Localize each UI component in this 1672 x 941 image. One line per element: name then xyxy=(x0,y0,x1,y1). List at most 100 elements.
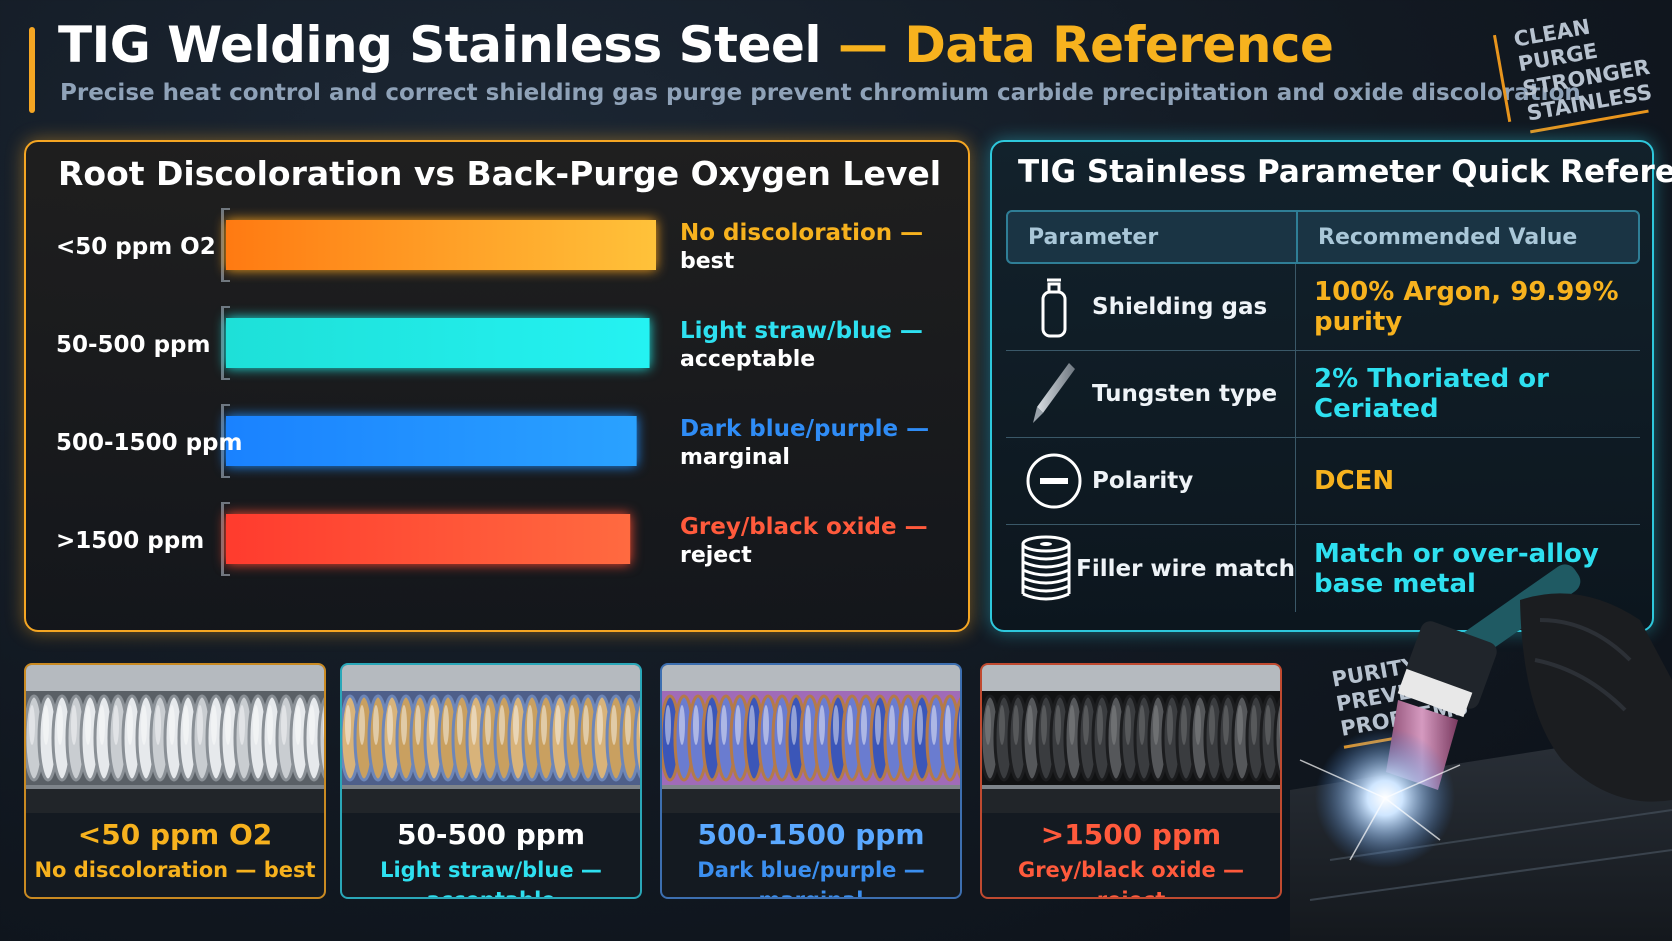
bead-highlight xyxy=(639,710,640,740)
param-filler-wire: Filler wire match xyxy=(1076,555,1295,582)
weld-sample-card: 50-500 ppm Light straw/blue — acceptable xyxy=(340,663,642,899)
bead-highlight xyxy=(29,705,35,745)
axis-tick xyxy=(221,306,230,308)
bead-highlight xyxy=(833,705,839,745)
bead-highlight xyxy=(1041,705,1047,745)
bead-highlight xyxy=(959,710,960,740)
table-row: Shielding gas 100% Argon, 99.99% purity xyxy=(1006,264,1640,351)
bead-highlight xyxy=(805,705,811,745)
bead-highlight xyxy=(1083,705,1089,745)
bead-highlight xyxy=(945,705,951,745)
bead-highlight xyxy=(749,705,755,745)
bead-highlight xyxy=(611,705,617,745)
weld-bead-black-image xyxy=(982,665,1280,813)
bead-highlight xyxy=(763,705,769,745)
bead-highlight xyxy=(513,705,519,745)
title-accent: — Data Reference xyxy=(837,16,1334,74)
base-metal-top xyxy=(342,665,640,691)
base-metal-top xyxy=(662,665,960,691)
bead-ripple xyxy=(953,697,960,779)
bead-highlight xyxy=(1209,705,1215,745)
bead-highlight xyxy=(903,705,909,745)
bead-highlight xyxy=(679,705,685,745)
page-title: TIG Welding Stainless Steel — Data Refer… xyxy=(58,16,1334,74)
bead-highlight xyxy=(57,705,63,745)
sample-ppm-label: <50 ppm O2 xyxy=(77,818,273,851)
bead-highlight xyxy=(583,705,589,745)
axis-tick xyxy=(221,378,230,380)
bead-highlight xyxy=(1013,705,1019,745)
bar xyxy=(226,416,637,466)
bead-highlight xyxy=(113,705,119,745)
sample-desc-label: No discoloration — best xyxy=(34,858,316,882)
value-polarity: DCEN xyxy=(1314,466,1395,496)
bead-highlight xyxy=(211,705,217,745)
axis-tick xyxy=(221,502,230,504)
bead-highlight xyxy=(1181,705,1187,745)
bead-highlight xyxy=(1055,705,1061,745)
bead-highlight xyxy=(239,705,245,745)
bead-highlight xyxy=(471,705,477,745)
bead-highlight xyxy=(1139,705,1145,745)
weld-bead-straw-image xyxy=(342,665,640,813)
bead-highlight xyxy=(917,705,923,745)
label-fade xyxy=(26,789,324,813)
bead-highlight xyxy=(295,705,301,745)
bead-highlight xyxy=(819,705,825,745)
bead-highlight xyxy=(309,705,315,745)
axis-tick xyxy=(221,404,230,406)
bar-annotation-rest: reject xyxy=(680,543,752,568)
bead-highlight xyxy=(625,705,631,745)
param-polarity: Polarity xyxy=(1092,468,1194,494)
bead-highlight xyxy=(847,705,853,745)
bead-highlight xyxy=(387,705,393,745)
bead-highlight xyxy=(1111,705,1117,745)
bead-highlight xyxy=(401,705,407,745)
negative-polarity-icon xyxy=(1016,438,1092,525)
bead-highlight xyxy=(443,705,449,745)
bead-highlight xyxy=(1069,705,1075,745)
bead-highlight xyxy=(1279,710,1280,740)
bead-highlight xyxy=(281,705,287,745)
tungsten-electrode-icon xyxy=(1016,351,1092,438)
label-fade xyxy=(982,789,1280,813)
axis-bracket xyxy=(221,306,224,380)
param-shielding-gas: Shielding gas xyxy=(1092,294,1268,320)
base-metal-top xyxy=(26,665,324,691)
sample-desc-label: Light straw/blue — acceptable xyxy=(380,858,602,897)
discoloration-bar-chart: <50 ppm O2 No discoloration — best 50-500 p… xyxy=(56,208,929,576)
title-accent-bar xyxy=(29,27,35,113)
bead-highlight xyxy=(253,705,259,745)
axis-tick xyxy=(221,574,230,576)
bead-highlight xyxy=(1167,705,1173,745)
page-subtitle: Precise heat control and correct shieldi… xyxy=(60,80,1581,106)
bead-highlight xyxy=(999,705,1005,745)
table-title: TIG Stainless Parameter Quick Reference xyxy=(1018,154,1672,190)
bead-highlight xyxy=(127,705,133,745)
bead-highlight xyxy=(415,705,421,745)
label-fade xyxy=(342,789,640,813)
bead-highlight xyxy=(693,705,699,745)
bead-highlight xyxy=(71,705,77,745)
tag-text: CLEAN PURGE STRONGER STAINLESS xyxy=(1512,14,1654,126)
bead-highlight xyxy=(889,705,895,745)
bar-annotation-rest: marginal xyxy=(680,445,790,470)
title-main: TIG Welding Stainless Steel xyxy=(58,16,822,74)
bead-highlight xyxy=(875,705,881,745)
category-label: >1500 ppm xyxy=(56,528,204,554)
value-filler-wire: Match or over-alloy base metal xyxy=(1314,538,1599,599)
bead-highlight xyxy=(707,705,713,745)
bead-highlight xyxy=(665,705,671,745)
sample-ppm-label: 50-500 ppm xyxy=(396,818,586,851)
parameter-table: Parameter Recommended Value Shielding ga… xyxy=(1006,210,1640,612)
bead-highlight xyxy=(373,705,379,745)
bead-highlight xyxy=(225,705,231,745)
bead-highlight xyxy=(345,705,351,745)
table-row: Filler wire match Match or over-alloy ba… xyxy=(1006,525,1640,612)
bead-highlight xyxy=(555,705,561,745)
bar-annotation-lead: No discoloration — xyxy=(680,220,923,246)
tig-torch-illustration xyxy=(1290,564,1672,941)
weld-sample-card: 500-1500 ppm Dark blue/purple — marginal xyxy=(660,663,962,899)
bead-highlight xyxy=(527,705,533,745)
category-label: 500-1500 ppm xyxy=(56,430,242,456)
